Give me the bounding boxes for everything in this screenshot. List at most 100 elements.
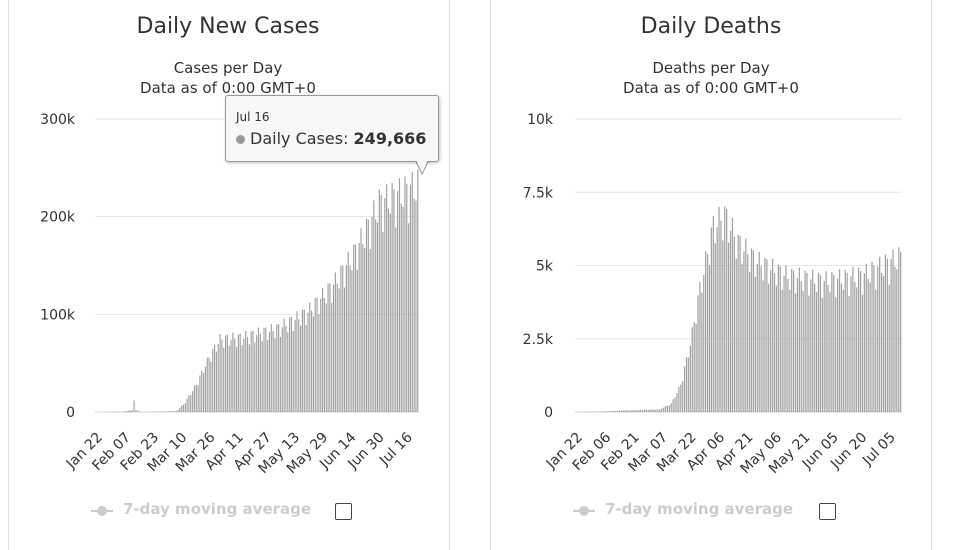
bar[interactable] <box>387 208 390 412</box>
bar[interactable] <box>237 334 239 412</box>
bar[interactable] <box>724 206 726 412</box>
bar[interactable] <box>796 277 799 412</box>
bar[interactable] <box>168 411 170 412</box>
bar[interactable] <box>380 195 382 412</box>
bar[interactable] <box>838 269 841 412</box>
bar[interactable] <box>182 404 185 412</box>
bar[interactable] <box>334 272 336 412</box>
bar[interactable] <box>347 252 349 412</box>
bar[interactable] <box>285 325 287 412</box>
bar[interactable] <box>316 297 318 412</box>
bar[interactable] <box>710 227 713 412</box>
bar[interactable] <box>131 410 133 412</box>
bar[interactable] <box>206 357 208 412</box>
bar[interactable] <box>265 327 267 412</box>
bar[interactable] <box>603 411 605 412</box>
bar[interactable] <box>641 410 644 412</box>
bar[interactable] <box>354 244 357 412</box>
bar[interactable] <box>729 231 732 412</box>
bar[interactable] <box>890 259 892 412</box>
bar[interactable] <box>181 405 183 412</box>
bar[interactable] <box>186 398 188 412</box>
bar[interactable] <box>175 411 177 412</box>
bar[interactable] <box>301 309 304 412</box>
bar[interactable] <box>402 207 404 412</box>
bar[interactable] <box>886 258 888 412</box>
bar[interactable] <box>722 240 724 412</box>
bar[interactable] <box>411 171 413 412</box>
bar[interactable] <box>741 264 743 412</box>
bar[interactable] <box>888 284 890 412</box>
moving-average-checkbox[interactable] <box>335 503 352 520</box>
bar[interactable] <box>873 265 875 412</box>
bar[interactable] <box>726 209 728 412</box>
bar[interactable] <box>877 266 879 412</box>
bar[interactable] <box>224 335 227 412</box>
bar[interactable] <box>303 309 305 412</box>
bar[interactable] <box>323 297 326 412</box>
bar[interactable] <box>375 219 377 412</box>
bar[interactable] <box>278 324 280 412</box>
bar[interactable] <box>243 338 245 412</box>
bar[interactable] <box>657 409 659 412</box>
bar[interactable] <box>615 410 617 412</box>
bar[interactable] <box>699 282 701 412</box>
bar[interactable] <box>215 351 218 412</box>
bar[interactable] <box>777 264 779 412</box>
bar[interactable] <box>894 266 896 412</box>
bar[interactable] <box>773 272 776 412</box>
bar[interactable] <box>382 231 384 412</box>
bar[interactable] <box>617 410 619 412</box>
bar[interactable] <box>261 341 263 412</box>
bar[interactable] <box>276 324 278 412</box>
bar[interactable] <box>647 409 649 412</box>
bar[interactable] <box>184 403 186 412</box>
bar[interactable] <box>844 269 846 412</box>
bar[interactable] <box>636 410 638 412</box>
bar[interactable] <box>160 411 163 412</box>
bar[interactable] <box>162 411 164 412</box>
bar[interactable] <box>842 289 844 412</box>
bar[interactable] <box>305 325 307 412</box>
bar[interactable] <box>622 410 625 412</box>
bar[interactable] <box>861 294 864 412</box>
bar[interactable] <box>684 366 686 412</box>
bar[interactable] <box>638 409 640 412</box>
bar[interactable] <box>680 384 682 412</box>
bar[interactable] <box>858 267 860 412</box>
bar[interactable] <box>400 203 402 412</box>
bar[interactable] <box>714 243 716 412</box>
bar[interactable] <box>384 197 386 412</box>
bar[interactable] <box>226 334 228 412</box>
bar[interactable] <box>234 338 236 412</box>
bar[interactable] <box>203 373 205 412</box>
bar[interactable] <box>645 409 647 412</box>
bar[interactable] <box>409 184 412 412</box>
bar[interactable] <box>245 330 247 412</box>
moving-average-checkbox[interactable] <box>819 503 836 520</box>
bar[interactable] <box>287 332 289 412</box>
bar[interactable] <box>599 411 602 412</box>
bar[interactable] <box>369 249 371 412</box>
bar[interactable] <box>213 344 216 412</box>
bar[interactable] <box>327 283 329 412</box>
bar[interactable] <box>230 340 232 412</box>
bar[interactable] <box>743 251 745 412</box>
bar[interactable] <box>727 242 730 412</box>
bar[interactable] <box>758 251 760 412</box>
bar[interactable] <box>712 216 714 412</box>
bar[interactable] <box>311 310 313 412</box>
bar[interactable] <box>267 339 269 412</box>
bar[interactable] <box>882 275 885 412</box>
bar[interactable] <box>124 411 126 412</box>
bar[interactable] <box>367 219 369 412</box>
bar[interactable] <box>659 409 661 412</box>
bar[interactable] <box>298 319 300 412</box>
bar[interactable] <box>846 272 848 412</box>
bar[interactable] <box>900 252 902 412</box>
bar[interactable] <box>829 291 831 412</box>
bar[interactable] <box>775 285 778 412</box>
bar[interactable] <box>800 281 802 412</box>
bar[interactable] <box>817 272 820 412</box>
bar[interactable] <box>321 287 324 412</box>
